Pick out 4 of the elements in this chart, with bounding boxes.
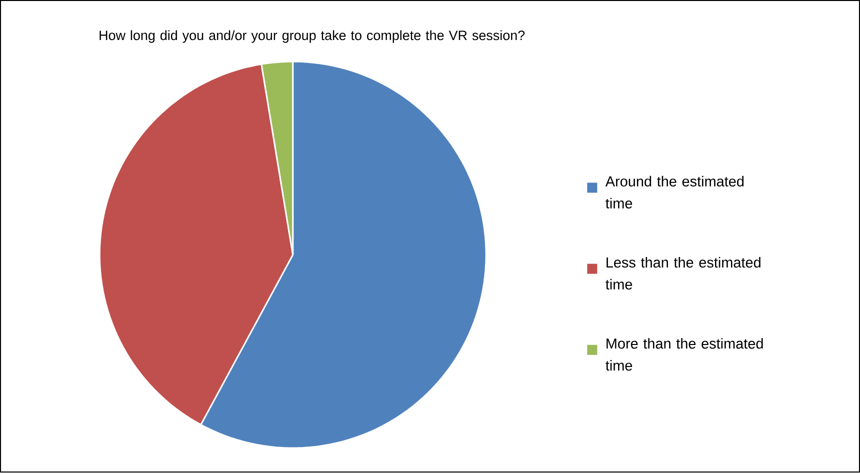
legend-label: More than the estimated time <box>606 338 763 371</box>
chart-title: How long did you and/or your group take to complete the VR session? <box>100 30 525 44</box>
legend-label: Around the estimated time <box>605 176 744 209</box>
legend-label: Less than the estimated time <box>606 257 760 290</box>
